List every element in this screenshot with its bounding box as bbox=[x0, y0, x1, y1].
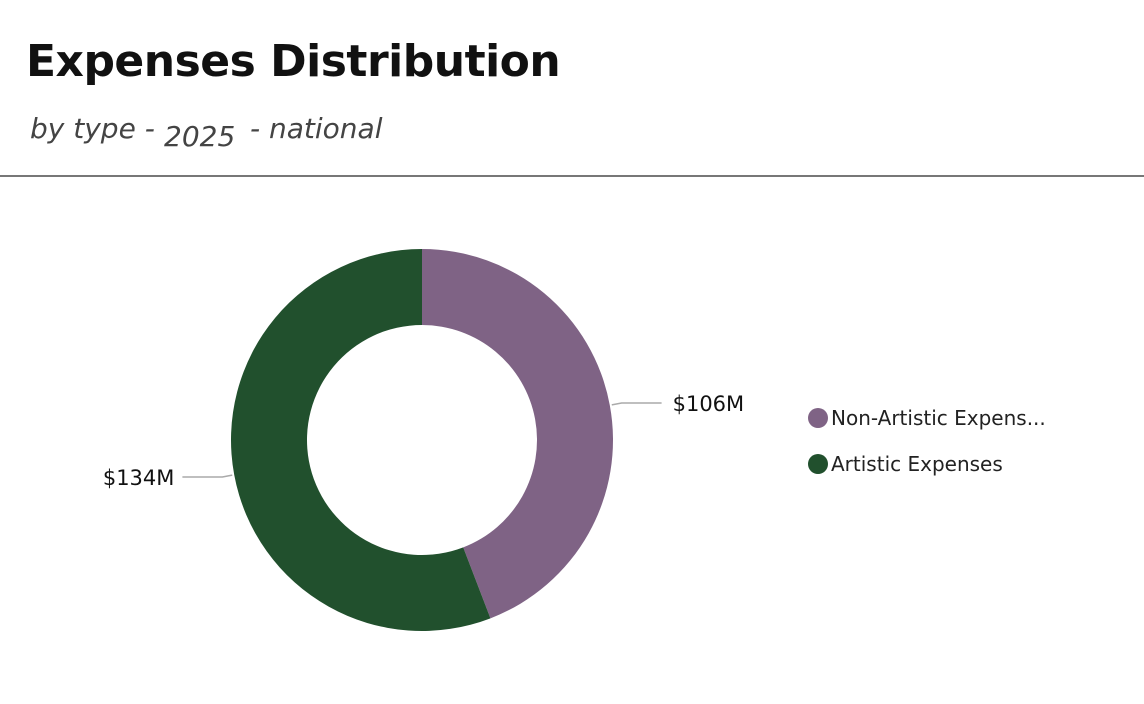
data-label-non-artistic: $106M bbox=[673, 392, 745, 416]
legend-item-artistic[interactable]: Artistic Expenses bbox=[808, 450, 1046, 496]
chart-title: Expenses Distribution bbox=[26, 36, 561, 87]
legend-marker bbox=[808, 408, 828, 428]
data-label-artistic: $134M bbox=[103, 466, 175, 490]
subtitle-year-filter[interactable]: 2025 bbox=[164, 120, 236, 153]
legend-marker bbox=[808, 454, 828, 474]
header-divider bbox=[0, 175, 1144, 177]
legend-label: Non-Artistic Expens... bbox=[831, 406, 1046, 430]
slice-non-artistic[interactable] bbox=[422, 249, 613, 619]
legend-item-non-artistic[interactable]: Non-Artistic Expens... bbox=[808, 404, 1046, 450]
leader-line bbox=[182, 474, 233, 478]
subtitle-scope: - national bbox=[250, 112, 383, 145]
subtitle-type: by type - bbox=[30, 112, 155, 145]
legend-label: Artistic Expenses bbox=[831, 452, 1003, 476]
chart-legend: Non-Artistic Expens... Artistic Expenses bbox=[808, 404, 1046, 496]
leader-line bbox=[611, 402, 662, 406]
slice-artistic[interactable] bbox=[230, 249, 491, 631]
